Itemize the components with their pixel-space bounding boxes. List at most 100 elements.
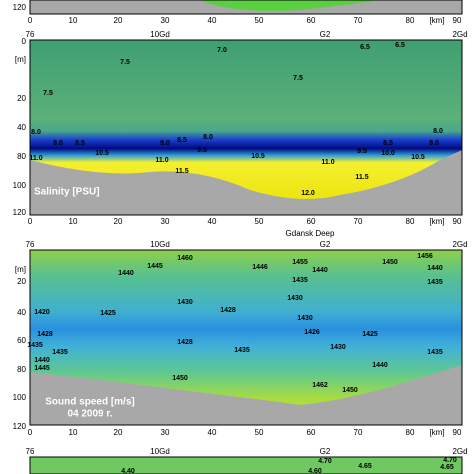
x-tick-label: 80 bbox=[406, 217, 415, 226]
contour-label: 6.5 bbox=[395, 42, 405, 49]
station-label: 76 bbox=[26, 240, 35, 249]
x-tick-label: 30 bbox=[161, 16, 170, 25]
contour-label: 10.0 bbox=[381, 150, 395, 157]
station-label: 2Gd bbox=[452, 447, 467, 456]
x-tick-label: [km] bbox=[429, 428, 444, 437]
contour-label: 1428 bbox=[220, 307, 236, 314]
contour-label: 11.5 bbox=[175, 168, 188, 175]
contour-label: 12.0 bbox=[301, 190, 315, 197]
y-tick-label: 40 bbox=[17, 308, 26, 317]
contour-label: 1425 bbox=[100, 310, 116, 317]
contour-label: 1428 bbox=[37, 331, 53, 338]
contour-label: 4.60 bbox=[308, 468, 322, 474]
x-tick-label: 70 bbox=[354, 428, 363, 437]
contour-label: 10.5 bbox=[251, 153, 265, 160]
x-tick-label: 50 bbox=[255, 16, 264, 25]
y-tick-label: 20 bbox=[17, 94, 26, 103]
contour-label: 8.5 bbox=[383, 140, 393, 147]
x-tick-label: 60 bbox=[307, 16, 316, 25]
contour-label: 8.0 bbox=[433, 128, 443, 135]
x-tick-label: 90 bbox=[453, 217, 462, 226]
contour-label: 9.0 bbox=[429, 140, 439, 147]
contour-label: 9.0 bbox=[53, 140, 63, 147]
contour-label: 1462 bbox=[312, 382, 328, 389]
y-tick-label: 120 bbox=[13, 208, 27, 217]
contour-label: 1430 bbox=[177, 299, 193, 306]
y-tick-label: 80 bbox=[17, 152, 26, 161]
contour-label: 1450 bbox=[382, 259, 398, 266]
x-tick-label: 30 bbox=[161, 217, 170, 226]
contour-label: 4.65 bbox=[358, 463, 372, 470]
contour-label: 1420 bbox=[34, 309, 50, 316]
panel-title: Sound speed [m/s] bbox=[45, 397, 134, 408]
contour-label: 8.0 bbox=[203, 134, 213, 141]
x-tick-label: 40 bbox=[208, 16, 217, 25]
x-tick-label: 90 bbox=[453, 16, 462, 25]
y-tick-label: 0 bbox=[22, 37, 27, 46]
x-tick-label: 60 bbox=[307, 428, 316, 437]
contour-label: 1446 bbox=[252, 264, 268, 271]
contour-label: 1435 bbox=[292, 277, 308, 284]
contour-label: 1430 bbox=[297, 315, 313, 322]
contour-label: 4.70 bbox=[318, 458, 332, 465]
contour-label: 1435 bbox=[52, 349, 68, 356]
x-tick-label: 50 bbox=[255, 428, 264, 437]
x-tick-label: 30 bbox=[161, 428, 170, 437]
contour-label: 1460 bbox=[177, 255, 193, 262]
seabed bbox=[30, 150, 462, 215]
x-tick-label: 50 bbox=[255, 217, 264, 226]
x-tick-label: 80 bbox=[406, 16, 415, 25]
y-tick-label: [m] bbox=[15, 55, 26, 64]
station-label: G2 bbox=[320, 447, 331, 456]
contour-label: 7.5 bbox=[293, 75, 303, 82]
y-tick-label: 100 bbox=[13, 181, 27, 190]
contour-label: 1450 bbox=[172, 375, 188, 382]
contour-label: 4.65 bbox=[440, 464, 454, 471]
contour-fill bbox=[200, 0, 380, 11]
frame bbox=[29, 249, 463, 426]
contour-label: 1450 bbox=[342, 387, 358, 394]
y-tick-label: 120 bbox=[13, 3, 27, 12]
x-tick-label: 40 bbox=[208, 217, 217, 226]
x-tick-label: 0 bbox=[28, 16, 33, 25]
station-label: 10Gd bbox=[150, 240, 170, 249]
contour-label: 1455 bbox=[292, 259, 308, 266]
field bbox=[30, 457, 462, 474]
x-tick-label: 20 bbox=[114, 428, 123, 437]
x-tick-label: 70 bbox=[354, 16, 363, 25]
contour-label: 1440 bbox=[34, 357, 50, 364]
contour-label: 6.5 bbox=[360, 44, 370, 51]
x-tick-label: 20 bbox=[114, 16, 123, 25]
contour-label: 1445 bbox=[34, 365, 50, 372]
station-label: 10Gd bbox=[150, 447, 170, 456]
x-tick-label: [km] bbox=[429, 217, 444, 226]
panel-date: 04 2009 r. bbox=[67, 409, 112, 420]
x-tick-label: 60 bbox=[307, 217, 316, 226]
x-tick-label: 20 bbox=[114, 217, 123, 226]
x-tick-label: [km] bbox=[429, 16, 444, 25]
frame bbox=[29, 0, 463, 15]
x-tick-label: 10 bbox=[69, 16, 78, 25]
location-label: Gdansk Deep bbox=[286, 229, 335, 238]
contour-label: 1430 bbox=[330, 344, 346, 351]
contour-label: 1440 bbox=[427, 265, 443, 272]
x-tick-label: 0 bbox=[28, 428, 33, 437]
y-tick-label: 40 bbox=[17, 123, 26, 132]
contour-label: 1445 bbox=[147, 263, 163, 270]
y-tick-label: 100 bbox=[13, 393, 27, 402]
contour-label: 9.0 bbox=[160, 140, 170, 147]
station-label: G2 bbox=[320, 30, 331, 39]
x-tick-label: 90 bbox=[453, 428, 462, 437]
contour-label: 1456 bbox=[417, 253, 433, 260]
x-tick-label: 10 bbox=[69, 217, 78, 226]
contour-label: 1440 bbox=[118, 270, 134, 277]
contour-label: 1430 bbox=[287, 295, 303, 302]
contour-label: 7.5 bbox=[43, 90, 53, 97]
contour-label: 1435 bbox=[234, 347, 250, 354]
contour-label: 9.5 bbox=[357, 148, 367, 155]
contour-label: 8.0 bbox=[31, 129, 41, 136]
contour-label: 1435 bbox=[427, 349, 443, 356]
seabed bbox=[30, 365, 462, 425]
station-label: 10Gd bbox=[150, 30, 170, 39]
